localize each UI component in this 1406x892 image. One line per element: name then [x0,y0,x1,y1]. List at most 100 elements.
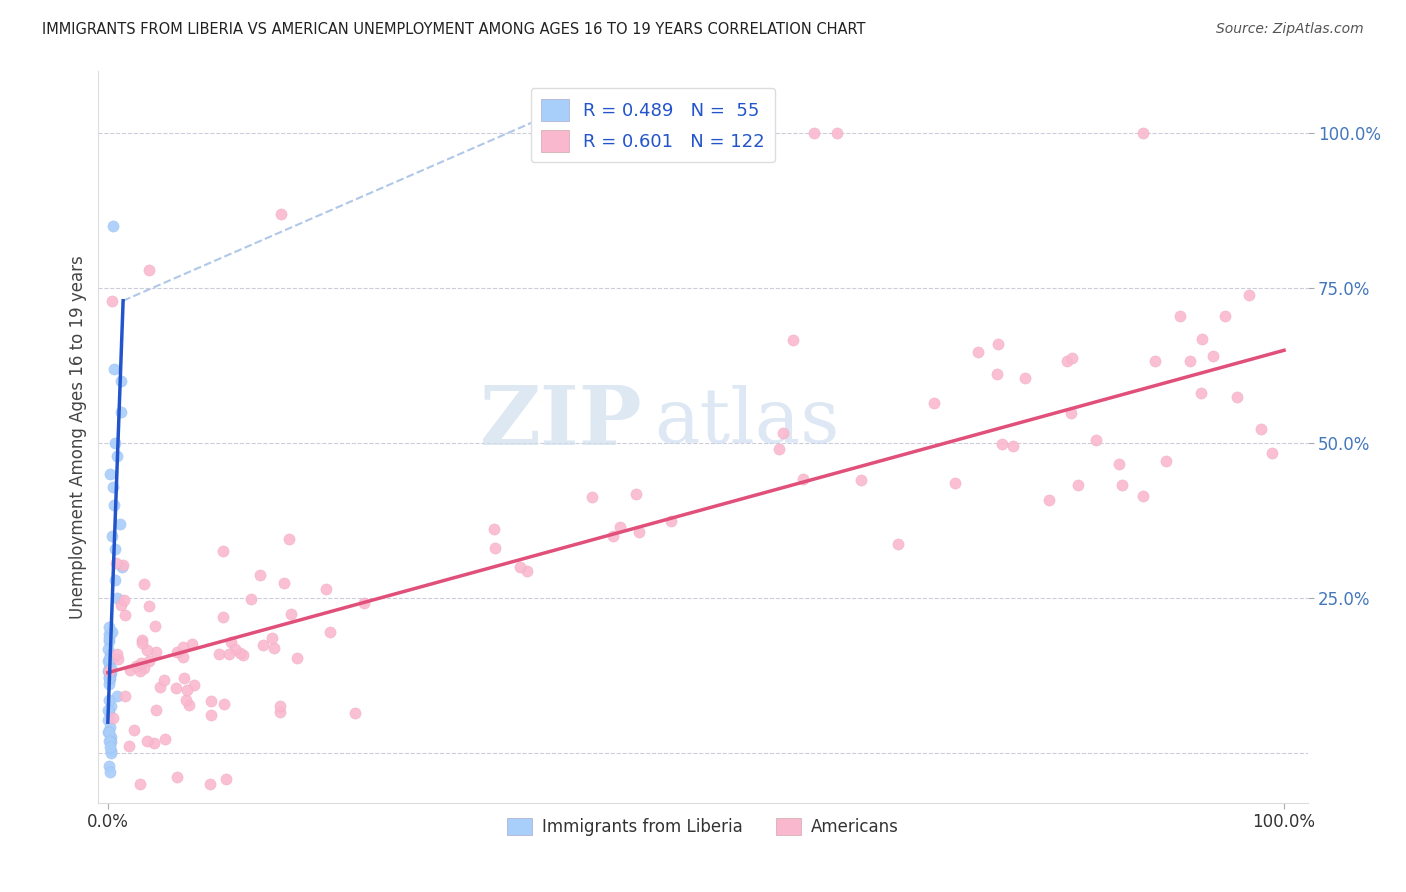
Point [98,664,121,678]
Text: atlas: atlas [655,385,839,459]
Point [198,777,221,791]
Legend: Immigrants from Liberia, Americans: Immigrants from Liberia, Americans [496,807,910,846]
Point [103,362,125,376]
Point [98,693,121,707]
Point [98,739,121,754]
Point [484,541,506,555]
Point [138,262,160,277]
Point [803,126,825,140]
Point [269,705,291,719]
Point [516,564,538,578]
Point [108,516,131,531]
Point [97,654,120,668]
Point [98,467,121,482]
Point [987,336,1010,351]
Point [138,654,160,668]
Point [107,652,129,666]
Point [153,673,176,687]
Point [200,708,222,723]
Point [98,651,121,665]
Point [98,620,121,634]
Point [97,670,120,684]
Point [155,731,177,746]
Point [104,573,127,587]
Point [249,567,271,582]
Point [98,648,121,662]
Point [792,472,814,486]
Point [103,498,125,512]
Point [626,487,648,501]
Point [482,522,505,536]
Point [218,647,240,661]
Point [581,490,603,504]
Point [179,698,201,713]
Point [98,733,121,747]
Point [1062,351,1084,365]
Point [849,474,872,488]
Point [98,671,121,685]
Point [145,703,167,717]
Point [214,772,236,787]
Text: Source: ZipAtlas.com: Source: ZipAtlas.com [1216,22,1364,37]
Point [105,591,128,606]
Point [114,607,136,622]
Point [149,680,172,694]
Point [252,638,274,652]
Point [211,543,233,558]
Point [97,664,120,678]
Point [922,396,945,410]
Point [100,730,122,744]
Point [112,592,135,607]
Point [98,676,121,690]
Point [1132,126,1154,140]
Point [270,207,292,221]
Point [118,663,141,677]
Point [97,642,120,657]
Point [627,525,650,540]
Point [100,661,122,675]
Point [125,658,148,673]
Point [825,126,848,140]
Point [122,723,145,737]
Point [602,529,624,543]
Text: IMMIGRANTS FROM LIBERIA VS AMERICAN UNEMPLOYMENT AMONG AGES 16 TO 19 YEARS CORRE: IMMIGRANTS FROM LIBERIA VS AMERICAN UNEM… [42,22,866,37]
Point [1084,433,1107,447]
Point [772,425,794,440]
Text: ZIP: ZIP [479,383,643,462]
Point [278,532,301,546]
Point [101,711,124,725]
Point [659,514,682,528]
Point [353,596,375,610]
Point [97,713,120,727]
Point [98,672,121,686]
Point [273,575,295,590]
Point [262,631,284,645]
Point [315,582,337,597]
Point [768,442,790,457]
Point [239,592,262,607]
Point [1191,332,1213,346]
Point [174,693,197,707]
Point [232,648,254,662]
Point [98,764,121,779]
Point [1132,490,1154,504]
Point [98,668,121,682]
Point [1143,354,1166,368]
Point [104,436,127,450]
Point [97,633,120,648]
Point [1213,309,1236,323]
Point [105,690,128,704]
Point [609,520,631,534]
Point [172,640,194,654]
Point [228,646,250,660]
Point [100,699,122,714]
Point [285,650,308,665]
Point [131,636,153,650]
Point [129,664,152,678]
Point [112,558,135,572]
Point [98,632,121,646]
Point [101,219,124,234]
Point [98,661,121,675]
Point [1038,493,1060,508]
Point [97,655,120,669]
